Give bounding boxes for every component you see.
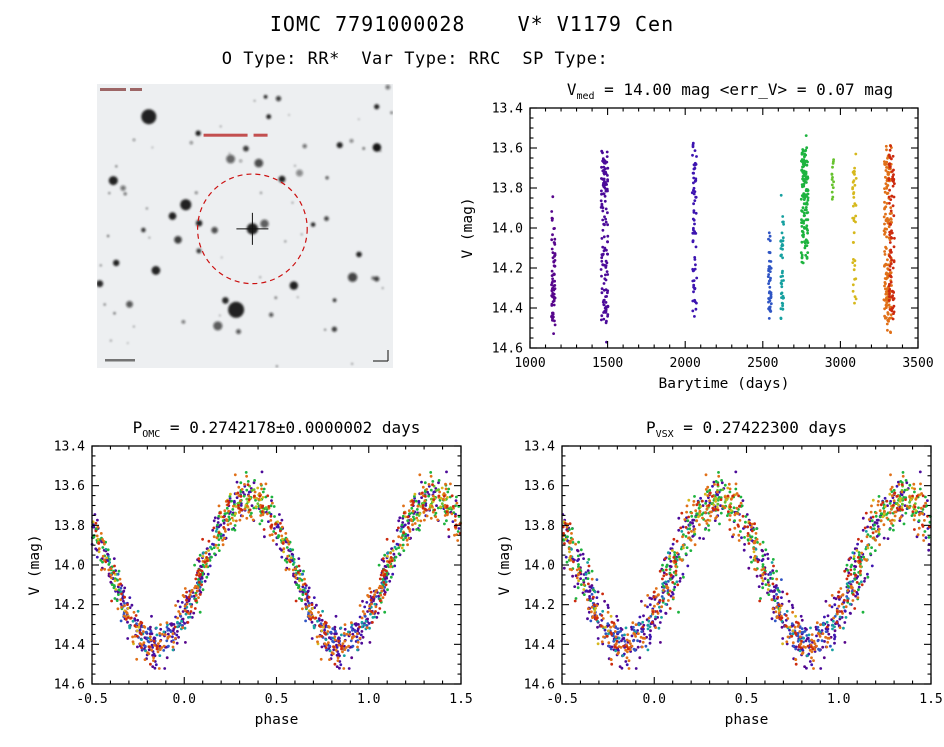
svg-text:1.0: 1.0 (357, 692, 380, 707)
p-vsx-value-text: = 0.27422300 days (673, 418, 848, 437)
svg-text:1.5: 1.5 (449, 692, 472, 707)
svg-text:14.6: 14.6 (54, 678, 85, 693)
phase-vsx-scatter-plot: -0.5 0.0 0.5 1.0 1.5 13.4 13.6 13.8 14.0 14.2 14.4… (497, 440, 943, 729)
svg-text:0.0: 0.0 (643, 692, 666, 707)
svg-text:1000: 1000 (514, 356, 545, 371)
svg-text:14.4: 14.4 (492, 302, 523, 317)
svg-text:13.4: 13.4 (524, 440, 555, 455)
svg-text:13.6: 13.6 (54, 479, 85, 494)
svg-text:14.2: 14.2 (54, 598, 85, 613)
svg-text:14.0: 14.0 (524, 559, 555, 574)
svg-text:14.0: 14.0 (54, 559, 85, 574)
svg-text:13.6: 13.6 (524, 479, 555, 494)
svg-text:-0.5: -0.5 (76, 692, 107, 707)
phase-vsx-panel: PVSX = 0.27422300 days -0.5 0.0 0.5 1.0 1.5 1… (497, 418, 943, 746)
svg-text:13.8: 13.8 (524, 519, 555, 534)
barytime-scatter-plot: 1000 1500 2000 2500 3000 3500 13.4 13.6 13.8 14.0… (460, 102, 934, 393)
svg-text:0.5: 0.5 (265, 692, 288, 707)
svg-text:V (mag): V (mag) (498, 534, 513, 595)
page-title: IOMC 7791000028 V* V1179 Cen (269, 12, 675, 36)
svg-text:V (mag): V (mag) (28, 534, 43, 595)
svg-text:1500: 1500 (592, 356, 623, 371)
svg-text:1.0: 1.0 (827, 692, 850, 707)
svg-text:14.6: 14.6 (524, 678, 555, 693)
vmed-value-text: = 14.00 mag <err_V> = 0.07 mag (594, 80, 894, 99)
phase-omc-scatter-plot: -0.5 0.0 0.5 1.0 1.5 13.4 13.6 13.8 14.0 14.2 14.4… (27, 440, 473, 729)
data-points (561, 470, 932, 670)
svg-text:14.2: 14.2 (524, 598, 555, 613)
svg-text:14.4: 14.4 (524, 638, 555, 653)
axes (91, 445, 462, 685)
svg-text:14.0: 14.0 (492, 222, 523, 237)
p-omc-subscript: OMC (142, 429, 161, 441)
finder-chart-panel (96, 84, 393, 368)
svg-text:13.4: 13.4 (54, 440, 85, 455)
svg-text:2000: 2000 (670, 356, 701, 371)
svg-text:13.8: 13.8 (54, 519, 85, 534)
svg-text:14.6: 14.6 (492, 342, 523, 357)
axes (561, 445, 932, 685)
svg-text:phase: phase (725, 712, 769, 728)
p-vsx-subscript: VSX (655, 429, 674, 441)
omc-period-title: POMC = 0.2742178±0.0000002 days (28, 418, 473, 440)
chart-annotations (100, 88, 389, 362)
svg-text:3000: 3000 (825, 356, 856, 371)
svg-text:14.4: 14.4 (54, 638, 85, 653)
vsx-period-title: PVSX = 0.27422300 days (498, 418, 943, 440)
svg-text:V (mag): V (mag) (460, 197, 476, 258)
p-omc-value-text: = 0.2742178±0.0000002 days (160, 418, 421, 437)
axes (529, 107, 919, 349)
svg-text:0.5: 0.5 (735, 692, 758, 707)
page-subtitle: O Type: RR* Var Type: RRC SP Type: (221, 49, 609, 69)
phase-omc-panel: POMC = 0.2742178±0.0000002 days -0.5 0.0 0… (27, 418, 473, 746)
svg-text:13.4: 13.4 (492, 102, 523, 117)
target-aperture-circle (196, 173, 308, 285)
target-marker (196, 173, 308, 285)
vmed-subscript: med (576, 91, 595, 103)
p-vsx-symbol: P (645, 418, 656, 437)
svg-text:13.6: 13.6 (492, 142, 523, 157)
finder-chart-image (96, 84, 393, 368)
barytime-lightcurve-panel: Vmed = 14.00 mag <err_V> = 0.07 mag 1000… (452, 80, 940, 414)
svg-text:13.8: 13.8 (492, 182, 523, 197)
data-points (550, 134, 896, 344)
svg-text:1.5: 1.5 (919, 692, 942, 707)
svg-text:2500: 2500 (747, 356, 778, 371)
barytime-plot-title: Vmed = 14.00 mag <err_V> = 0.07 mag (452, 80, 940, 102)
svg-text:0.0: 0.0 (173, 692, 196, 707)
svg-text:Barytime (days): Barytime (days) (659, 376, 790, 392)
data-points (90, 470, 462, 670)
svg-text:14.2: 14.2 (492, 262, 523, 277)
vmed-symbol: V (566, 80, 577, 99)
svg-text:3500: 3500 (902, 356, 933, 371)
svg-text:phase: phase (255, 712, 299, 728)
svg-text:-0.5: -0.5 (546, 692, 577, 707)
p-omc-symbol: P (132, 418, 143, 437)
